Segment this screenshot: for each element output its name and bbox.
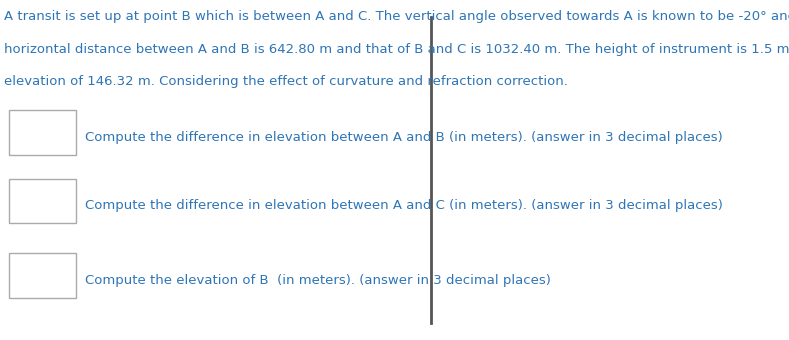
FancyBboxPatch shape [9, 253, 76, 298]
Text: Compute the elevation of B  (in meters). (answer in 3 decimal places): Compute the elevation of B (in meters). … [84, 274, 551, 287]
Text: Compute the difference in elevation between A and C (in meters). (answer in 3 de: Compute the difference in elevation betw… [84, 199, 723, 212]
Text: Compute the difference in elevation between A and B (in meters). (answer in 3 de: Compute the difference in elevation betw… [84, 131, 723, 144]
FancyBboxPatch shape [9, 110, 76, 155]
Text: horizontal distance between A and B is 642.80 m and that of B and C is 1032.40 m: horizontal distance between A and B is 6… [5, 42, 789, 55]
Text: elevation of 146.32 m. Considering the effect of curvature and refraction correc: elevation of 146.32 m. Considering the e… [5, 75, 568, 88]
FancyBboxPatch shape [9, 178, 76, 223]
Text: A transit is set up at point B which is between A and C. The vertical angle obse: A transit is set up at point B which is … [5, 10, 789, 23]
